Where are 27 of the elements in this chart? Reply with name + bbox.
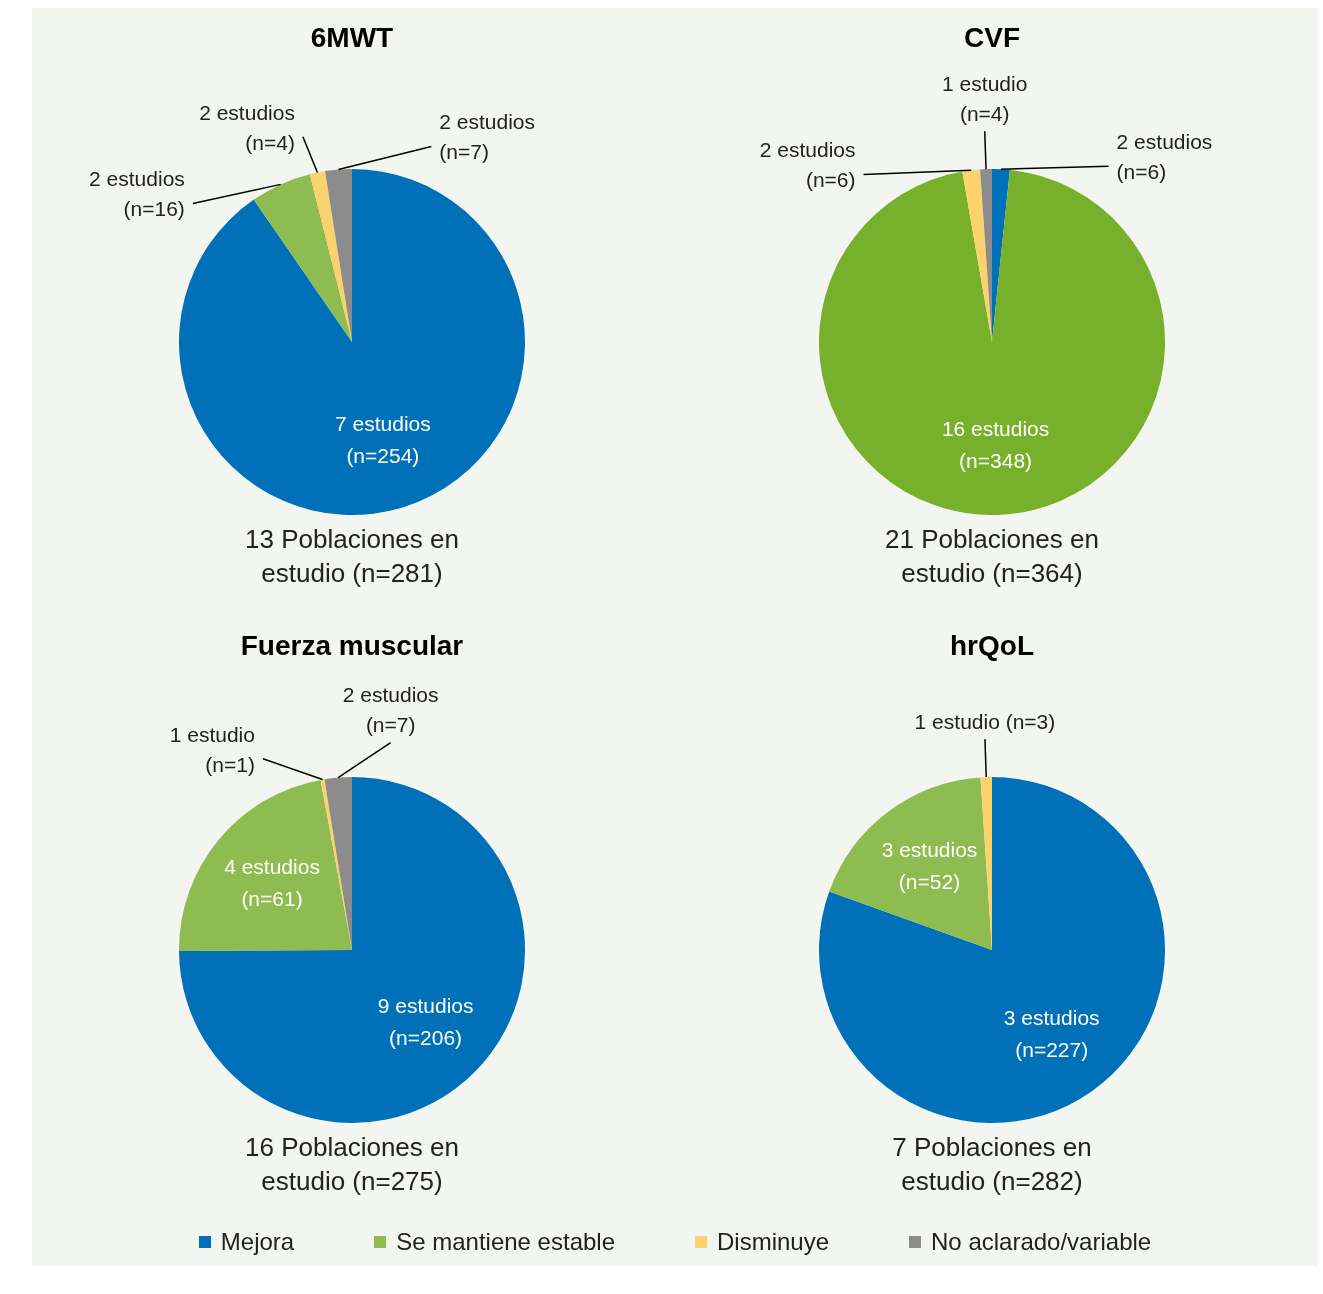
text: 7 Poblaciones en estudio (n=282) xyxy=(891,1131,1093,1198)
text: 16 Poblaciones en estudio (n=275) xyxy=(244,1131,460,1198)
data-label: 2 estudios (n=7) xyxy=(342,683,439,737)
data-label: 2 estudios (n=6) xyxy=(1116,129,1213,183)
chart-title: Fuerza muscular xyxy=(240,630,464,663)
legend-label: Disminuye xyxy=(717,1228,830,1256)
data-label: 9 estudios (n=206) xyxy=(377,993,474,1049)
data-label: 2 estudios (n=16) xyxy=(89,167,185,221)
text: 21 Poblaciones en estudio (n=364) xyxy=(884,523,1100,590)
text: 13 Poblaciones en estudio (n=281) xyxy=(244,523,460,590)
legend-label: Se mantiene estable xyxy=(396,1228,615,1256)
chart-title: hrQoL xyxy=(950,630,1034,663)
data-label: 3 estudios (n=227) xyxy=(1003,1005,1100,1061)
data-label: 2 estudios (n=7) xyxy=(439,110,536,164)
chart-title: CVF xyxy=(964,22,1020,55)
legend-label: Mejora xyxy=(220,1228,295,1256)
chart-title: 6MWT xyxy=(310,22,394,55)
legend-label: No aclarado/variable xyxy=(931,1228,1152,1256)
data-label: 1 estudio (n=3) xyxy=(914,709,1056,733)
data-label: 2 estudios (n=6) xyxy=(759,138,856,192)
data-label: 1 estudio (n=4) xyxy=(942,71,1028,125)
data-label: 16 estudios (n=348) xyxy=(941,416,1050,472)
data-label: 1 estudio (n=1) xyxy=(169,722,255,776)
data-label: 3 estudios (n=52) xyxy=(881,837,978,893)
data-label: 4 estudios (n=61) xyxy=(224,854,320,910)
data-label: 7 estudios (n=254) xyxy=(334,411,431,467)
data-label: 2 estudios (n=4) xyxy=(199,100,295,154)
